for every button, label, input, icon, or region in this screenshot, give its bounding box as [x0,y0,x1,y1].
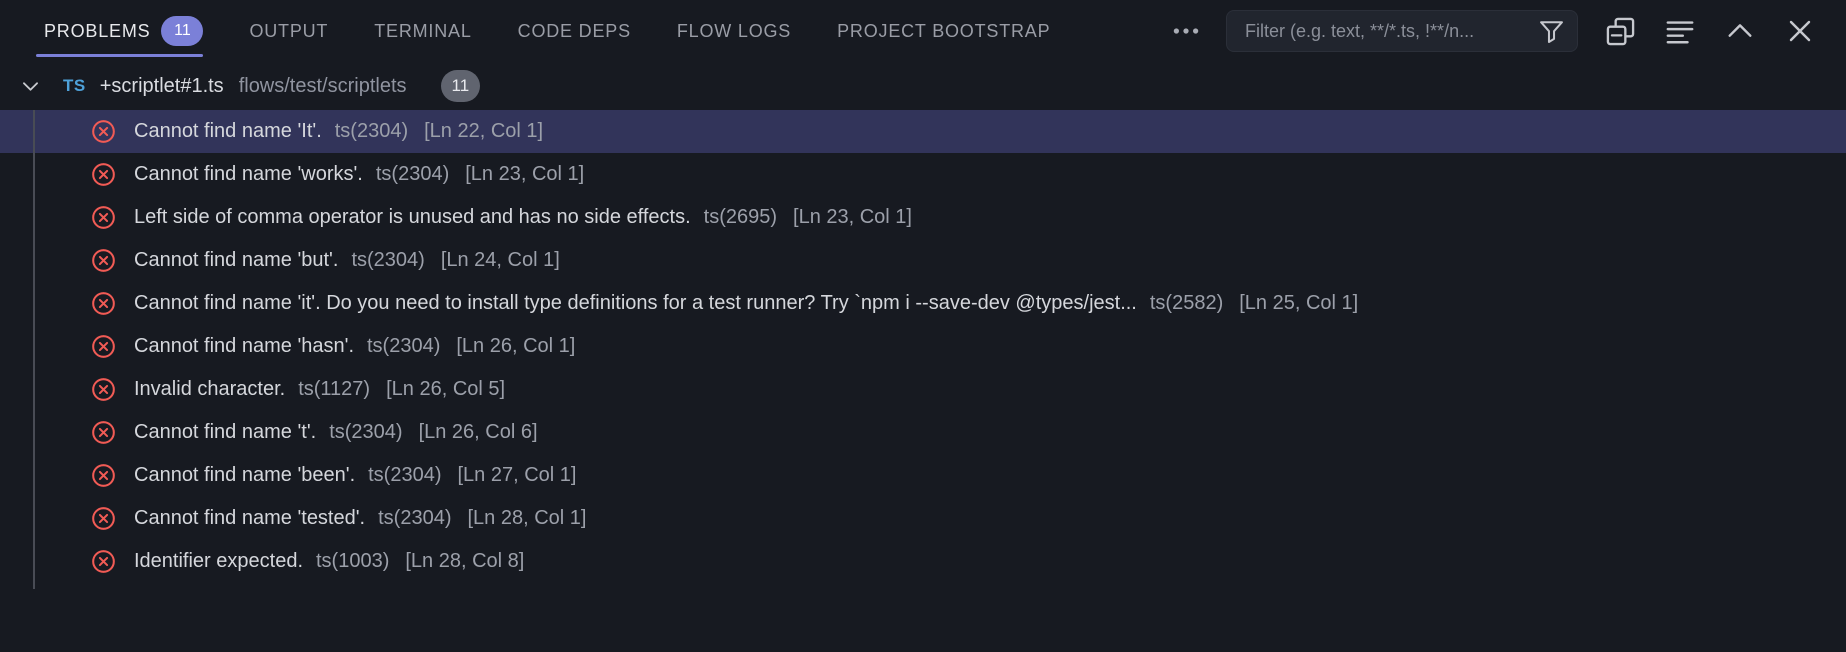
tab-label: OUTPUT [249,20,329,41]
problem-row[interactable]: Cannot find name 'works'. ts(2304) [Ln 2… [0,153,1846,196]
problem-message: Invalid character. [134,378,286,400]
error-icon [91,377,116,402]
problem-row[interactable]: Cannot find name 't'. ts(2304) [Ln 26, C… [0,411,1846,454]
problem-line-col: [Ln 26, Col 6] [418,421,538,443]
error-icon [91,205,116,230]
problem-row[interactable]: Cannot find name 'been'. ts(2304) [Ln 27… [0,454,1846,497]
problem-message: Cannot find name 'works'. [134,163,363,185]
error-icon [91,420,116,445]
tab-output[interactable]: OUTPUT [249,0,328,62]
tab-problems[interactable]: PROBLEMS 11 [35,0,204,62]
problem-row[interactable]: Left side of comma operator is unused an… [0,196,1846,239]
problem-line-col: [Ln 23, Col 1] [793,206,912,228]
problem-message: Cannot find name 't'. [134,421,317,443]
collapse-all-icon [1606,17,1634,45]
tab-terminal[interactable]: TERMINAL [374,0,471,62]
tab-list: PROBLEMS 11 OUTPUT TERMINAL CODE DEPS FL… [35,0,1050,62]
problem-source-code: ts(2304) [367,335,441,357]
error-icon [91,248,116,273]
filter-box [1226,10,1578,52]
problem-line-col: [Ln 23, Col 1] [465,163,585,185]
problem-message: Left side of comma operator is unused an… [134,206,691,228]
error-icon [91,506,116,531]
more-actions-icon [1173,28,1199,34]
problem-source-code: ts(2304) [375,163,450,185]
problem-line-col: [Ln 25, Col 1] [1239,292,1359,314]
problem-source-code: ts(2304) [329,421,403,443]
problem-message: Cannot find name 'It'. [134,120,322,142]
problem-line-col: [Ln 28, Col 8] [405,550,525,572]
problem-message: Cannot find name 'but'. [134,249,339,271]
problem-source-code: ts(1127) [298,378,371,400]
problem-row[interactable]: Cannot find name 'it'. Do you need to in… [0,282,1846,325]
file-problem-count-badge: 11 [440,70,481,102]
problem-message: Cannot find name 'tested'. [134,507,366,529]
problems-list: Cannot find name 'It'. ts(2304) [Ln 22, … [0,110,1846,583]
chevron-down-icon[interactable] [20,76,41,97]
problem-source-code: ts(2304) [351,249,425,271]
problem-row[interactable]: Cannot find name 'It'. ts(2304) [Ln 22, … [0,110,1846,153]
problem-row[interactable]: Cannot find name 'hasn'. ts(2304) [Ln 26… [0,325,1846,368]
problem-source-code: ts(2304) [334,120,409,142]
tab-label: FLOW LOGS [676,20,792,41]
view-mode-button[interactable] [1662,13,1698,49]
file-path: flows/test/scriptlets [238,74,407,97]
problem-line-col: [Ln 24, Col 1] [440,249,560,271]
close-panel-button[interactable] [1782,13,1818,49]
problem-message: Cannot find name 'hasn'. [134,335,354,357]
tab-count-badge: 11 [161,16,204,46]
error-icon [91,119,116,144]
tab-label: PROJECT BOOTSTRAP [837,20,1051,41]
problem-source-code: ts(2582) [1149,292,1224,314]
panel-toolbar [1170,10,1818,52]
tab-project-bootstrap[interactable]: PROJECT BOOTSTRAP [837,0,1050,62]
problem-row[interactable]: Identifier expected. ts(1003) [Ln 28, Co… [0,540,1846,583]
problem-source-code: ts(2304) [378,507,452,529]
filter-funnel-icon [1538,18,1565,45]
error-icon [91,549,116,574]
more-actions-button[interactable] [1170,13,1202,49]
problem-line-col: [Ln 26, Col 5] [386,378,506,400]
problem-source-code: ts(2695) [703,206,778,228]
list-lines-icon [1666,21,1694,44]
problem-message: Cannot find name 'been'. [134,464,356,486]
error-icon [91,334,116,359]
error-icon [91,162,116,187]
maximize-panel-button[interactable] [1722,13,1758,49]
panel-tab-bar: PROBLEMS 11 OUTPUT TERMINAL CODE DEPS FL… [0,0,1846,62]
problem-line-col: [Ln 28, Col 1] [467,507,587,529]
file-name: +scriptlet#1.ts [99,74,224,97]
close-icon [1789,20,1811,42]
problems-file-group[interactable]: TS +scriptlet#1.ts flows/test/scriptlets… [0,62,1846,110]
collapse-all-button[interactable] [1602,13,1638,49]
problem-row[interactable]: Cannot find name 'tested'. ts(2304) [Ln … [0,497,1846,540]
typescript-file-icon: TS [63,76,86,95]
tab-label: CODE DEPS [517,20,631,41]
problems-list-container: Cannot find name 'It'. ts(2304) [Ln 22, … [0,110,1846,652]
error-icon [91,463,116,488]
filter-input[interactable] [1243,19,1538,43]
tab-label: PROBLEMS [44,20,151,41]
problem-row[interactable]: Invalid character. ts(1127) [Ln 26, Col … [0,368,1846,411]
problem-message: Cannot find name 'it'. Do you need to in… [134,292,1137,314]
problem-line-col: [Ln 22, Col 1] [424,120,544,142]
tab-flow-logs[interactable]: FLOW LOGS [677,0,791,62]
problem-line-col: [Ln 26, Col 1] [456,335,576,357]
tab-code-deps[interactable]: CODE DEPS [518,0,631,62]
problem-row[interactable]: Cannot find name 'but'. ts(2304) [Ln 24,… [0,239,1846,282]
tab-label: TERMINAL [374,20,472,41]
error-icon [91,291,116,316]
chevron-up-icon [1728,24,1752,37]
problem-line-col: [Ln 27, Col 1] [457,464,577,486]
problem-source-code: ts(1003) [316,550,390,572]
problem-message: Identifier expected. [134,550,303,572]
problem-source-code: ts(2304) [368,464,442,486]
